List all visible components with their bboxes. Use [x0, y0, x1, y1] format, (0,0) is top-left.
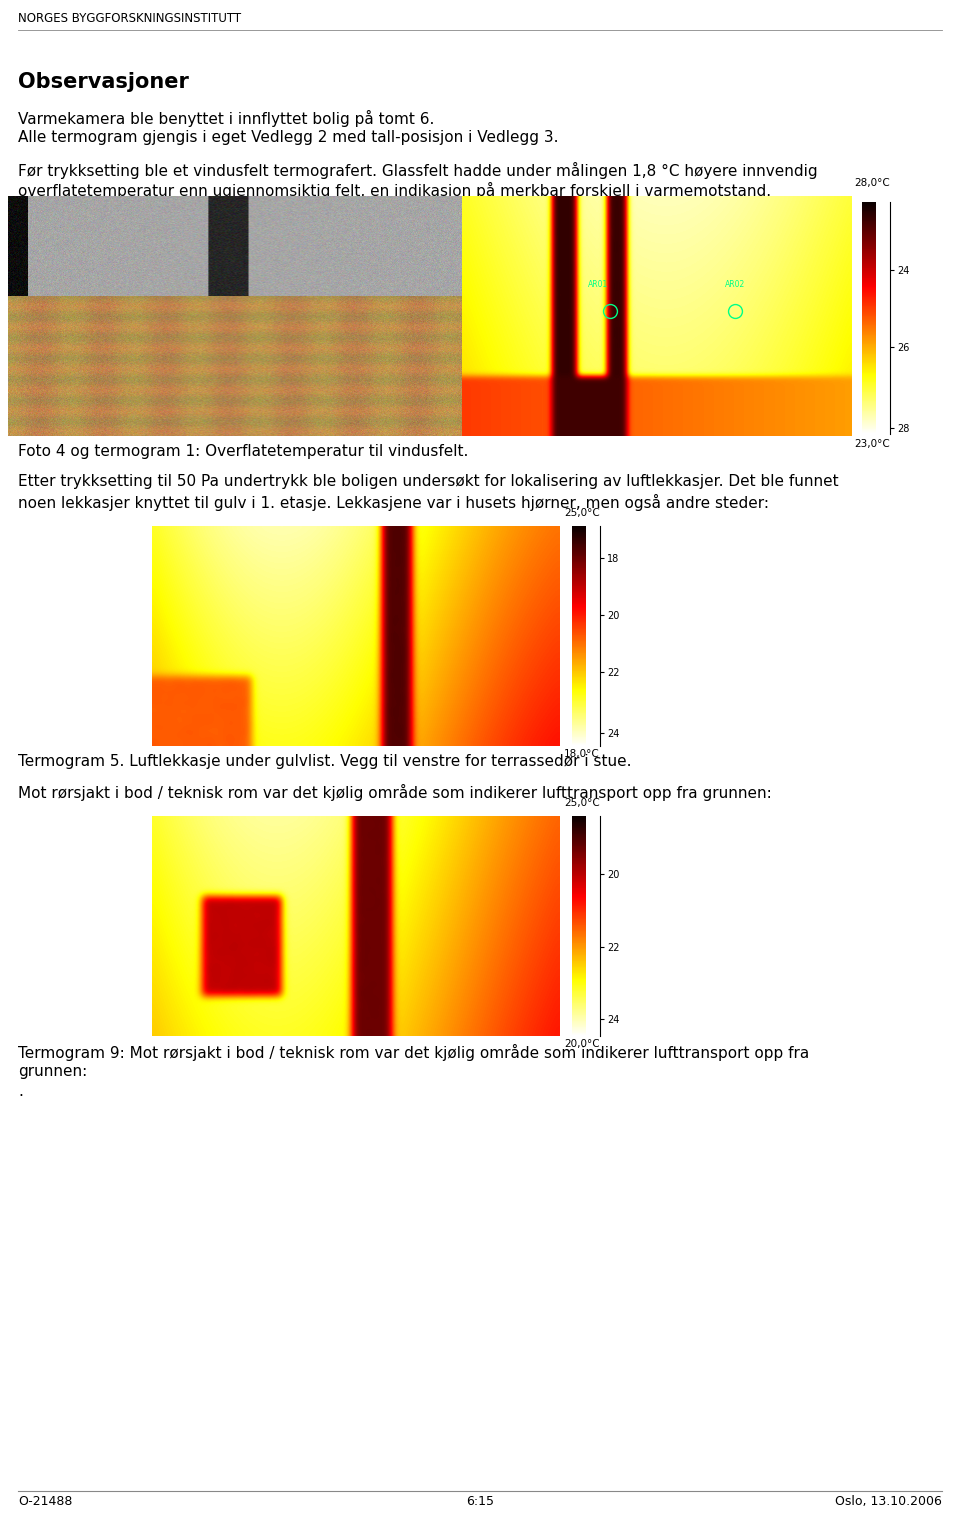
- Text: Alle termogram gjengis i eget Vedlegg 2 med tall-posisjon i Vedlegg 3.: Alle termogram gjengis i eget Vedlegg 2 …: [18, 129, 559, 145]
- Text: Foto 4 og termogram 1: Overflatetemperatur til vindusfelt.: Foto 4 og termogram 1: Overflatetemperat…: [18, 443, 468, 459]
- Text: Oslo, 13.10.2006: Oslo, 13.10.2006: [835, 1494, 942, 1508]
- Text: 25,0°C: 25,0°C: [564, 799, 600, 808]
- Text: noen lekkasjer knyttet til gulv i 1. etasje. Lekkasjene var i husets hjørner, me: noen lekkasjer knyttet til gulv i 1. eta…: [18, 494, 769, 511]
- Text: AR02: AR02: [725, 280, 745, 289]
- Text: 6:15: 6:15: [466, 1494, 494, 1508]
- Text: 28,0°C: 28,0°C: [854, 179, 890, 188]
- Text: 23,0°C: 23,0°C: [854, 439, 890, 449]
- Text: Observasjoner: Observasjoner: [18, 72, 189, 92]
- Text: grunnen:: grunnen:: [18, 1063, 87, 1079]
- Text: NORGES BYGGFORSKNINGSINSTITUTT: NORGES BYGGFORSKNINGSINSTITUTT: [18, 12, 241, 25]
- Text: Mot rørsjakt i bod / teknisk rom var det kjølig område som indikerer lufttranspo: Mot rørsjakt i bod / teknisk rom var det…: [18, 783, 772, 800]
- Text: AR01: AR01: [588, 280, 609, 289]
- Text: Varmekamera ble benyttet i innflyttet bolig på tomt 6.: Varmekamera ble benyttet i innflyttet bo…: [18, 109, 434, 128]
- Text: 25,0°C: 25,0°C: [564, 508, 600, 519]
- Text: .: .: [18, 1083, 23, 1099]
- Text: overflatetemperatur enn ugjennomsiktig felt, en indikasjon på merkbar forskjell : overflatetemperatur enn ugjennomsiktig f…: [18, 182, 771, 199]
- Text: 18,0°C: 18,0°C: [564, 749, 600, 759]
- Text: O-21488: O-21488: [18, 1494, 72, 1508]
- Text: Etter trykksetting til 50 Pa undertrykk ble boligen undersøkt for lokalisering a: Etter trykksetting til 50 Pa undertrykk …: [18, 474, 839, 489]
- Text: Termogram 5. Luftlekkasje under gulvlist. Vegg til venstre for terrassedør i stu: Termogram 5. Luftlekkasje under gulvlist…: [18, 754, 632, 770]
- Text: Før trykksetting ble et vindusfelt termografert. Glassfelt hadde under målingen : Før trykksetting ble et vindusfelt termo…: [18, 162, 818, 179]
- Text: Termogram 9: Mot rørsjakt i bod / teknisk rom var det kjølig område som indikere: Termogram 9: Mot rørsjakt i bod / teknis…: [18, 1043, 809, 1060]
- Text: 20,0°C: 20,0°C: [564, 1039, 600, 1050]
